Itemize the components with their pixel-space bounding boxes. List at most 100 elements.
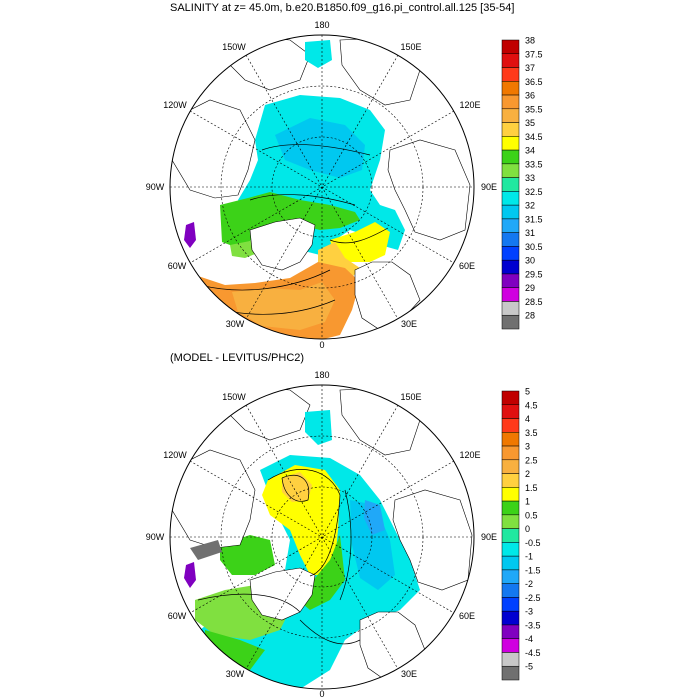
map2-lon-label-120w: 120W: [163, 450, 187, 460]
map2-colorbar-tick-label: 5: [525, 387, 530, 397]
map2-colorbar-swatch: [501, 500, 520, 516]
map1-lon-label-150e: 150E: [400, 42, 421, 52]
map2-colorbar-tick-label: -3: [525, 607, 533, 617]
map1-colorbar-tick-label: 31: [525, 228, 535, 238]
map2-colorbar-tick-label: -2.5: [525, 593, 541, 603]
map2-colorbar-swatch: [501, 652, 520, 667]
map1-contour-line: [199, 269, 331, 291]
map2-title: (MODEL - LEVITUS/PHC2): [170, 352, 305, 364]
map2-purple-patch: [184, 562, 196, 588]
map1-colorbar-tick-label: 38: [525, 36, 535, 46]
map2-siberia-land: [392, 489, 473, 591]
map2-colorbar-swatch: [501, 542, 520, 557]
map2-lon-label-90w: 90W: [146, 532, 165, 542]
map1-contour-line: [329, 227, 389, 244]
map1-colorbar-swatch: [501, 53, 520, 68]
map1-contour-line: [249, 194, 356, 206]
map1-colorbar-swatch: [501, 232, 520, 247]
map2-contour-line: [281, 474, 310, 502]
map1-colorbar-tick-label: 30: [525, 256, 535, 266]
map2-colorbar-tick-label: -4.5: [525, 648, 541, 658]
map2-colorbar-swatch: [501, 445, 520, 461]
map2-colorbar-swatch: [501, 514, 520, 529]
map2-colorbar-swatch: [501, 583, 520, 598]
map2-colorbar-swatch: [501, 390, 520, 406]
map2-colorbar-swatch: [501, 418, 520, 433]
map2-colorbar-tick-label: 2: [525, 469, 530, 479]
map1-colorbar-swatch: [501, 191, 520, 206]
map2-lon-label-90e: 90E: [481, 532, 497, 542]
map1-colorbar-swatch: [501, 67, 520, 82]
map2-contour-line: [267, 469, 341, 577]
map2-colorbar-tick-label: -2: [525, 579, 533, 589]
map1-lon-label-60e: 60E: [459, 261, 475, 271]
map1-colorbar-swatch: [501, 136, 520, 151]
map1-colorbar-swatch: [501, 163, 520, 178]
map1-lon-label-90w: 90W: [146, 182, 165, 192]
map2-contour-line: [339, 489, 352, 601]
map2-lon-label-150w: 150W: [222, 392, 246, 402]
map2-colorbar-swatch: [501, 610, 520, 626]
map2-boundary-circle: [169, 384, 475, 690]
map1-colorbar-tick-label: 36: [525, 91, 535, 101]
map2-colorbar-tick-label: 1: [525, 497, 530, 507]
map2-colorbar-swatch: [501, 473, 520, 488]
map1-greenland-land: [249, 217, 316, 271]
map2-colorbar-swatch: [501, 597, 520, 612]
map1-colorbar-tick-label: 34: [525, 146, 535, 156]
map2-lon-label-120e: 120E: [459, 450, 480, 460]
map2-lon-label-30w: 30W: [226, 669, 245, 679]
map1-alaska-land: [170, 99, 256, 199]
map1-lon-label-120e: 120E: [459, 100, 480, 110]
map1-colorbar-tick-label: 36.5: [525, 77, 543, 87]
map2-polar-projection: 180 150W 150E 120W 120E 90W 90E 60W 60E …: [146, 370, 541, 699]
map1-colorbar-swatch: [501, 204, 520, 220]
map1-lon-label-30e: 30E: [401, 319, 417, 329]
map1-colorbar-swatch: [501, 273, 520, 288]
map2-colorbar-tick-label: 3: [525, 442, 530, 452]
map1-colorbar-swatch: [501, 122, 520, 137]
map2-colorbar-swatch: [501, 638, 520, 653]
map1-polar-projection: 180 150W 150E 120W 120E 90W 90E 60W 60E …: [146, 20, 543, 350]
map1-lon-label-30w: 30W: [226, 319, 245, 329]
map2-colorbar-swatch: [501, 528, 520, 543]
map2-colorbar-tick-label: 3.5: [525, 428, 538, 438]
map2-lon-label-60e: 60E: [459, 611, 475, 621]
map2-colorbar-tick-label: -1: [525, 552, 533, 562]
map1-colorbar-swatch: [501, 108, 520, 123]
map1-colorbar-tick-label: 33: [525, 173, 535, 183]
map1-colorbar: 38 37.5 37 36.5 36 35.5 35 34.5 34 33.5 33 32.5 32 31…: [501, 36, 543, 330]
map1-colorbar-swatch: [501, 218, 520, 233]
map1-colorbar-swatch: [501, 301, 520, 316]
map1-colorbar-tick-label: 37: [525, 63, 535, 73]
map2-colorbar-swatch: [501, 432, 520, 447]
map2-colorbar-swatch: [501, 665, 520, 681]
map2-colorbar-tick-label: 4.5: [525, 400, 538, 410]
map1-atlantic-lighter: [232, 282, 335, 330]
map2-lon-label-60w: 60W: [168, 611, 187, 621]
map2-colorbar-tick-label: -3.5: [525, 620, 541, 630]
map2-gray-patch: [190, 540, 222, 560]
map1-lon-label-120w: 120W: [163, 100, 187, 110]
map2-lon-labels: 180 150W 150E 120W 120E 90W 90E 60W 60E …: [146, 370, 497, 699]
map1-colorbar-tick-label: 28.5: [525, 297, 543, 307]
map1-colorbar-swatch: [501, 259, 520, 275]
map2-ocean-blue-patch: [364, 500, 385, 535]
map1-colorbar-swatch: [501, 81, 520, 96]
map1-colorbar-swatch: [501, 314, 520, 330]
map2-colorbar-tick-label: -1.5: [525, 565, 541, 575]
map1-arctic-ocean-darker: [275, 118, 365, 178]
map1-colorbar-tick-label: 28: [525, 311, 535, 321]
map2-anomaly-yellow: [262, 465, 340, 575]
map1-bering-strait-ocean: [305, 40, 332, 68]
map2-colorbar-tick-label: -0.5: [525, 538, 541, 548]
map1-colorbar-tick-label: 35: [525, 118, 535, 128]
map1-colorbar-swatch: [501, 94, 520, 110]
map1-colorbar-swatch: [501, 246, 520, 261]
map1-siberia-land: [387, 139, 471, 241]
map1-colorbar-tick-label: 31.5: [525, 214, 543, 224]
map2-colorbar-tick-label: 0: [525, 524, 530, 534]
map2-colorbar-swatch: [501, 404, 520, 419]
map2-graticule: [170, 385, 474, 689]
